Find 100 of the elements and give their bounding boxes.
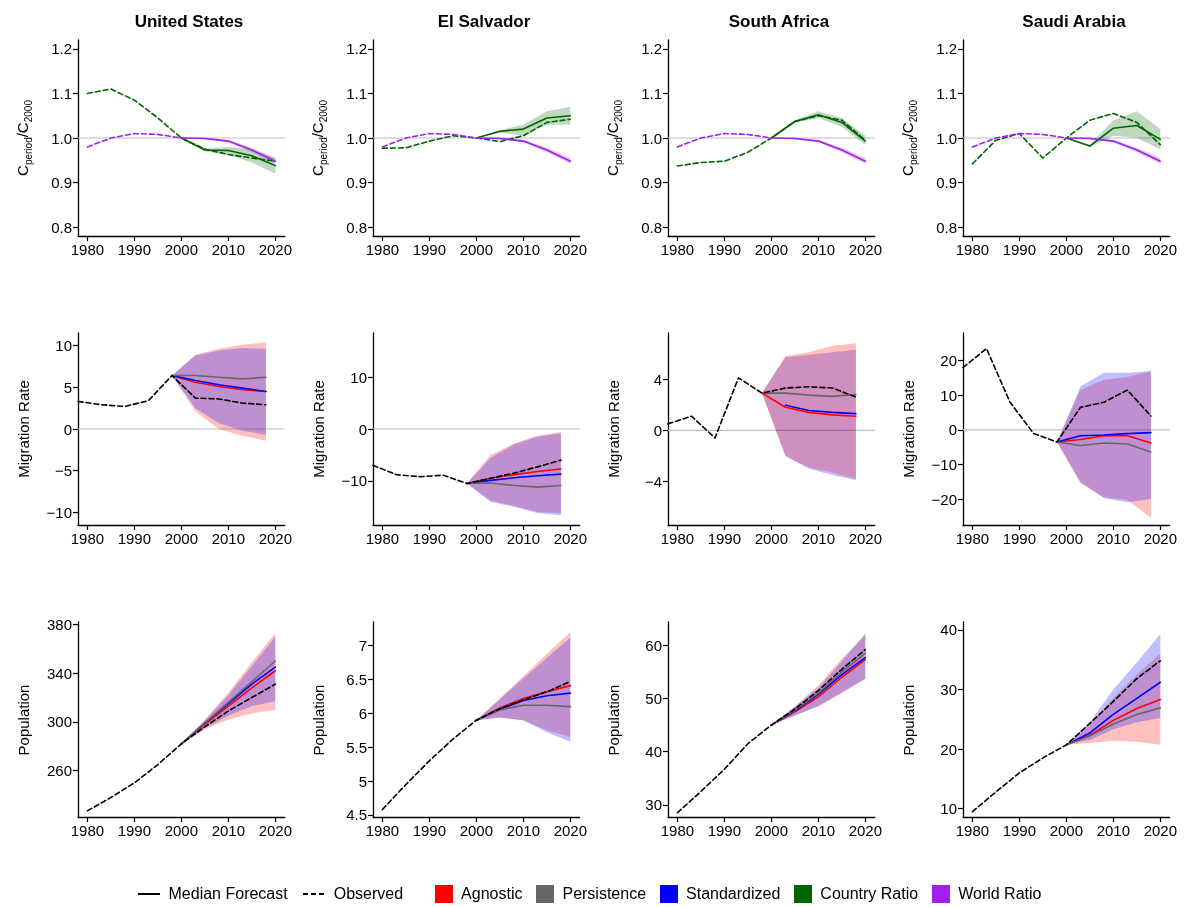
x-tick-label: 1990 bbox=[1002, 530, 1037, 547]
y-tick-label: −10 bbox=[931, 455, 957, 473]
x-tick-label: 1980 bbox=[70, 241, 105, 258]
y-tick-label: −5 bbox=[54, 462, 72, 480]
x-tick-label: 1980 bbox=[955, 241, 990, 258]
x-tick-label: 2020 bbox=[1143, 530, 1177, 547]
legend-label: Median Forecast bbox=[168, 884, 288, 903]
x-tick-label: 2010 bbox=[1096, 822, 1131, 839]
legend-label: Agnostic bbox=[461, 884, 523, 903]
legend-label: Persistence bbox=[562, 884, 647, 903]
x-tick-label: 2000 bbox=[754, 241, 789, 258]
x-tick-label: 1990 bbox=[707, 822, 742, 839]
y-tick-label: 1.1 bbox=[346, 84, 367, 102]
x-tick-label: 2020 bbox=[1143, 241, 1177, 258]
x-tick-label: 2020 bbox=[553, 241, 587, 258]
y-tick-label: 1.1 bbox=[641, 84, 662, 102]
x-tick-label: 2010 bbox=[801, 530, 836, 547]
x-tick-label: 1990 bbox=[412, 822, 447, 839]
y-axis-title: Migration Rate bbox=[605, 380, 623, 478]
y-tick-label: 6 bbox=[358, 704, 367, 722]
x-tick-label: 1990 bbox=[1002, 241, 1037, 258]
y-tick-label: −20 bbox=[931, 490, 957, 508]
x-tick-label: 2020 bbox=[553, 822, 587, 839]
y-tick-label: 0.8 bbox=[641, 218, 662, 236]
x-tick-label: 1980 bbox=[365, 241, 400, 258]
y-tick-label: 300 bbox=[46, 713, 72, 731]
y-tick-label: 30 bbox=[940, 680, 957, 698]
y-tick-label: 0 bbox=[948, 421, 957, 439]
x-tick-label: 1980 bbox=[660, 822, 695, 839]
legend-label: Standardized bbox=[686, 884, 781, 903]
y-axis-title: Population bbox=[900, 684, 918, 755]
y-axis-title: Migration Rate bbox=[310, 380, 328, 478]
legend-label: World Ratio bbox=[958, 884, 1042, 903]
x-tick-label: 1980 bbox=[365, 530, 400, 547]
x-tick-label: 2020 bbox=[848, 822, 882, 839]
x-tick-label: 2000 bbox=[1049, 822, 1084, 839]
x-tick-label: 2000 bbox=[1049, 530, 1084, 547]
line-series bbox=[1065, 707, 1162, 746]
y-tick-label: 1.2 bbox=[346, 40, 367, 58]
y-tick-label: 10 bbox=[350, 368, 367, 386]
x-tick-label: 1980 bbox=[660, 241, 695, 258]
y-tick-label: 5.5 bbox=[346, 738, 367, 756]
x-tick-label: 2020 bbox=[553, 530, 587, 547]
y-tick-label: 50 bbox=[645, 690, 662, 708]
y-tick-label: 1.1 bbox=[51, 84, 72, 102]
y-tick-label: 1.2 bbox=[51, 40, 72, 58]
line-series bbox=[1056, 441, 1152, 453]
x-tick-label: 2020 bbox=[258, 530, 292, 547]
x-tick-label: 1990 bbox=[412, 530, 447, 547]
line-series bbox=[761, 392, 857, 417]
x-tick-label: 1990 bbox=[117, 530, 152, 547]
y-tick-label: 0.9 bbox=[936, 174, 957, 192]
y-tick-label: 40 bbox=[940, 621, 957, 639]
y-tick-label: 1.0 bbox=[641, 129, 662, 147]
x-tick-label: 1980 bbox=[660, 530, 695, 547]
y-tick-label: 10 bbox=[940, 386, 957, 404]
line-series bbox=[784, 404, 857, 415]
x-tick-label: 1990 bbox=[707, 530, 742, 547]
x-tick-label: 1980 bbox=[955, 530, 990, 547]
x-tick-label: 1990 bbox=[117, 241, 152, 258]
line-series bbox=[971, 659, 1162, 813]
x-tick-label: 2020 bbox=[848, 241, 882, 258]
chart-title: South Africa bbox=[728, 12, 830, 31]
chart-title: El Salvador bbox=[437, 12, 531, 31]
x-tick-label: 2000 bbox=[459, 530, 494, 547]
y-tick-label: 6.5 bbox=[346, 671, 367, 689]
x-tick-label: 2010 bbox=[211, 822, 246, 839]
x-tick-label: 2000 bbox=[459, 822, 494, 839]
x-tick-label: 2000 bbox=[164, 822, 199, 839]
x-tick-label: 2010 bbox=[1096, 241, 1131, 258]
y-tick-label: 0.8 bbox=[346, 218, 367, 236]
line-series bbox=[171, 374, 267, 393]
y-tick-label: 1.1 bbox=[936, 84, 957, 102]
y-tick-label: 30 bbox=[645, 796, 662, 814]
line-series bbox=[381, 118, 572, 150]
line-series bbox=[971, 112, 1162, 165]
x-tick-label: 2000 bbox=[164, 241, 199, 258]
x-tick-label: 1990 bbox=[117, 822, 152, 839]
y-tick-label: 1.2 bbox=[936, 40, 957, 58]
line-series bbox=[381, 680, 572, 811]
x-tick-label: 2010 bbox=[506, 241, 541, 258]
y-tick-label: 0.9 bbox=[346, 174, 367, 192]
x-tick-label: 2010 bbox=[801, 241, 836, 258]
x-tick-label: 2010 bbox=[506, 530, 541, 547]
chart-title: Saudi Arabia bbox=[1022, 12, 1127, 31]
y-tick-label: −4 bbox=[644, 472, 662, 490]
y-axis-title: Population bbox=[605, 684, 623, 755]
x-tick-label: 1980 bbox=[70, 530, 105, 547]
x-tick-label: 2010 bbox=[506, 822, 541, 839]
x-tick-label: 2000 bbox=[164, 530, 199, 547]
y-axis-title: Population bbox=[310, 684, 328, 755]
y-tick-label: 7 bbox=[358, 637, 367, 655]
y-tick-label: 1.0 bbox=[936, 129, 957, 147]
y-tick-label: 0.8 bbox=[51, 218, 72, 236]
y-tick-label: 10 bbox=[55, 337, 72, 355]
x-tick-label: 2020 bbox=[258, 241, 292, 258]
x-tick-label: 2000 bbox=[459, 241, 494, 258]
x-tick-label: 2020 bbox=[848, 530, 882, 547]
line-series bbox=[86, 683, 277, 812]
x-tick-label: 2000 bbox=[1049, 241, 1084, 258]
